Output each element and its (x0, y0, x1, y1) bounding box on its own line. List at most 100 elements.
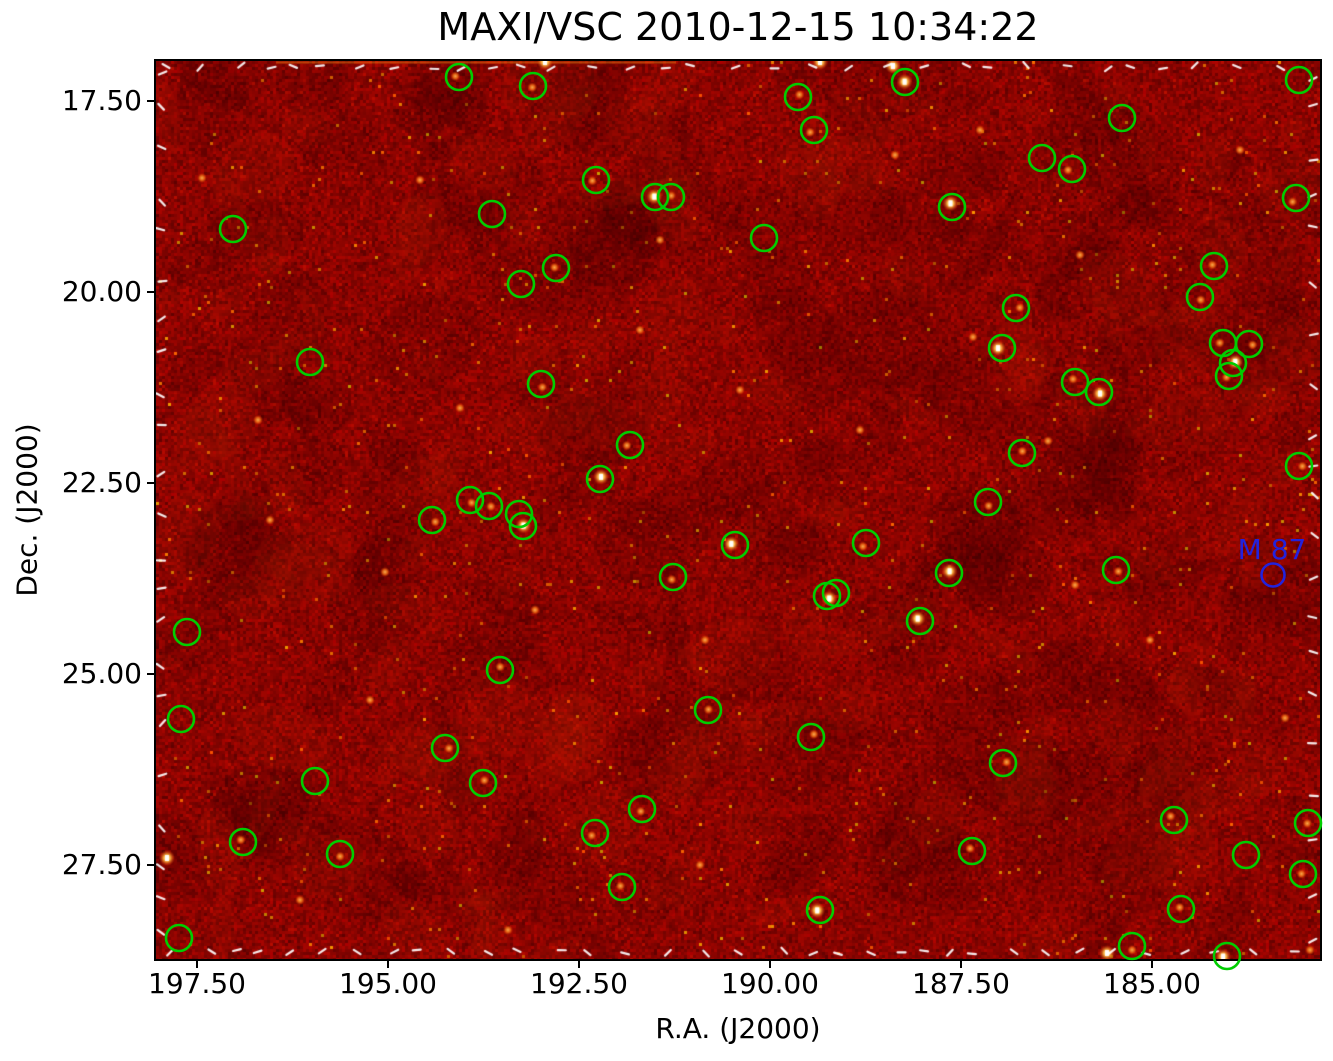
detected-source-circle (300, 766, 330, 796)
detected-source-circle (1214, 361, 1244, 391)
detected-source-circle (477, 199, 507, 229)
detected-source-circle (1284, 65, 1314, 95)
detected-source-circle (506, 269, 536, 299)
detected-source-circle (957, 836, 987, 866)
detected-source-circle (821, 578, 851, 608)
detected-source-circle (164, 923, 194, 953)
detected-source-circle (508, 511, 538, 541)
detected-source-circle (430, 733, 460, 763)
source-marker-overlay: M 87 (164, 62, 1323, 971)
sky-image-plot: M 87 (154, 59, 1323, 971)
detected-source-circle (658, 562, 688, 592)
m87-circle (1260, 562, 1286, 588)
x-tick-label: 190.00 (721, 967, 819, 1000)
detected-source-circle (973, 487, 1003, 517)
y-tick-mark (147, 673, 154, 675)
detected-source-circle (1166, 894, 1196, 924)
y-axis-label: Dec. (J2000) (10, 423, 44, 597)
detected-source-circle (455, 485, 485, 515)
y-tick-mark (147, 100, 154, 102)
x-tick-mark (1151, 961, 1153, 968)
detected-source-circle (172, 617, 202, 647)
detected-source-circle (518, 71, 548, 101)
detected-source-circle (1212, 941, 1242, 971)
detected-source-circle (1117, 931, 1147, 961)
detected-source-circle (890, 67, 920, 97)
y-tick-label: 20.00 (61, 275, 142, 308)
detected-source-circle (1084, 377, 1114, 407)
detected-source-circle (615, 430, 645, 460)
detected-source-circle (1199, 251, 1229, 281)
detected-source-circle (627, 794, 657, 824)
detected-source-circle (526, 369, 556, 399)
detected-source-circle (988, 748, 1018, 778)
m87-label: M 87 (1238, 533, 1307, 566)
detected-source-circle (1284, 451, 1314, 481)
detected-source-circle (1027, 143, 1057, 173)
detected-source-circle (720, 530, 750, 560)
x-tick-mark (769, 961, 771, 968)
detected-source-circle (934, 558, 964, 588)
detected-source-circle (417, 505, 447, 535)
detected-source-circle (1288, 859, 1318, 889)
detected-source-circle (581, 165, 611, 195)
y-tick-label: 22.50 (61, 466, 142, 499)
detected-source-circle (1218, 348, 1248, 378)
detected-source-circle (1060, 367, 1090, 397)
detected-source-circle (468, 768, 498, 798)
x-tick-label: 192.50 (530, 967, 628, 1000)
x-axis-label: R.A. (J2000) (655, 1012, 821, 1045)
x-tick-label: 197.50 (148, 967, 246, 1000)
detected-source-circle (585, 464, 615, 494)
x-tick-mark (960, 961, 962, 968)
detected-source-circle (1208, 328, 1238, 358)
detected-source-circle (693, 695, 723, 725)
detected-source-circle (749, 223, 779, 253)
detected-source-circle (228, 827, 258, 857)
detected-source-circle (1293, 808, 1323, 838)
detected-source-circle (640, 182, 670, 212)
plot-title: MAXI/VSC 2010-12-15 10:34:22 (437, 5, 1039, 49)
detected-source-circle (1231, 840, 1261, 870)
detected-source-circle (783, 82, 813, 112)
detected-source-circle (218, 214, 248, 244)
detected-source-circle (851, 528, 881, 558)
detected-source-circle (805, 895, 835, 925)
x-tick-mark (387, 961, 389, 968)
y-tick-mark (147, 291, 154, 293)
xray-noise-canvas (156, 61, 1320, 959)
detected-source-circle (474, 491, 504, 521)
detected-source-circle (504, 499, 534, 529)
detected-source-circle (1281, 183, 1311, 213)
x-tick-mark (578, 961, 580, 968)
detected-source-circle (1234, 329, 1264, 359)
detected-source-circle (485, 655, 515, 685)
y-tick-mark (147, 482, 154, 484)
x-tick-label: 185.00 (1103, 967, 1201, 1000)
detected-source-circle (799, 115, 829, 145)
y-tick-label: 27.50 (61, 848, 142, 881)
detected-source-circle (325, 839, 355, 869)
x-tick-mark (196, 961, 198, 968)
detected-source-circle (1159, 805, 1189, 835)
detected-source-circle (541, 253, 571, 283)
x-tick-label: 195.00 (339, 967, 437, 1000)
detected-source-circle (1057, 154, 1087, 184)
y-tick-label: 17.50 (61, 84, 142, 117)
detected-source-circle (796, 722, 826, 752)
detected-source-circle (1007, 438, 1037, 468)
y-tick-mark (147, 864, 154, 866)
detected-source-circle (1185, 282, 1215, 312)
y-tick-label: 25.00 (61, 657, 142, 690)
detected-source-circle (607, 872, 637, 902)
detected-source-circle (905, 606, 935, 636)
detected-source-circle (987, 333, 1017, 363)
detected-source-circle (656, 182, 686, 212)
detection-circles-group (164, 62, 1323, 971)
detected-source-circle (166, 704, 196, 734)
x-tick-label: 187.50 (912, 967, 1010, 1000)
detected-source-circle (937, 192, 967, 222)
detected-source-circle (1101, 555, 1131, 585)
detected-source-circle (295, 347, 325, 377)
detected-source-circle (1001, 293, 1031, 323)
